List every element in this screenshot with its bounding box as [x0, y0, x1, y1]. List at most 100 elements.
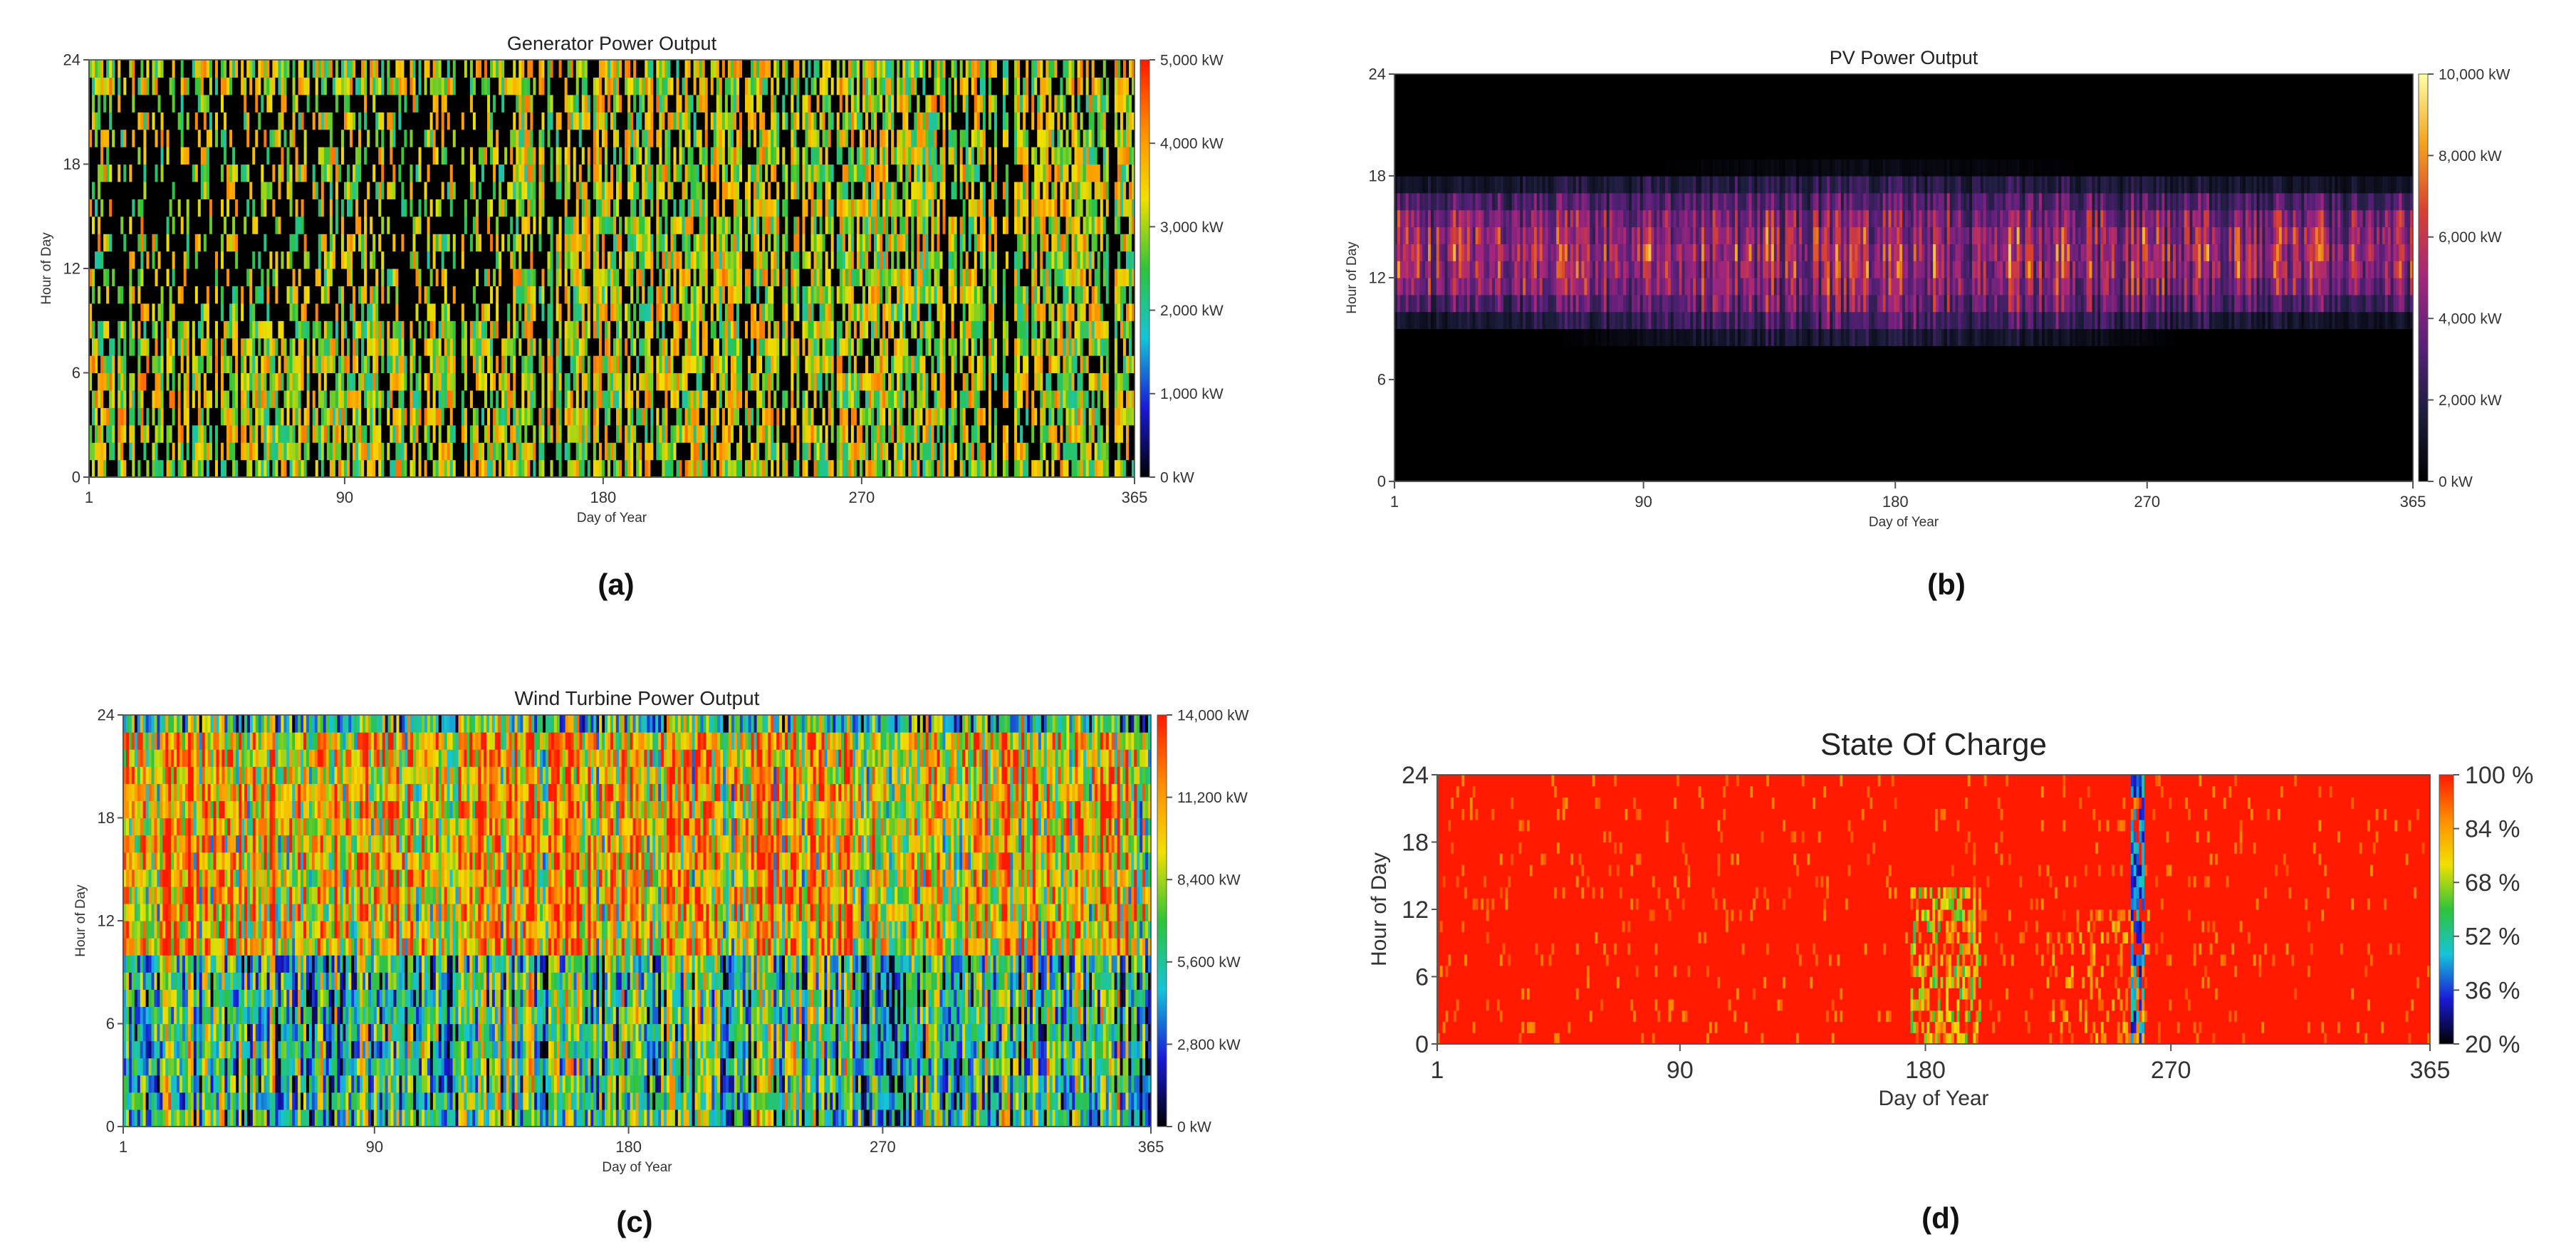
heatmap-cell: [595, 338, 600, 356]
heatmap-cell: [149, 234, 153, 252]
heatmap-cell: [283, 442, 288, 461]
heatmap-cell: [630, 216, 634, 234]
heatmap-cell: [160, 390, 165, 408]
heatmap-cell: [556, 77, 560, 95]
heatmap-cell: [499, 181, 502, 199]
heatmap-cell: [493, 181, 496, 199]
heatmap-cell: [659, 94, 662, 113]
heatmap-cell: [472, 251, 476, 269]
heatmap-cell: [601, 442, 605, 461]
heatmap-cell: [461, 60, 465, 78]
heatmap-cell: [132, 181, 135, 199]
heatmap-cell: [309, 129, 313, 147]
heatmap-cell: [281, 251, 285, 269]
heatmap-cell: [481, 268, 485, 287]
heatmap-cell: [286, 129, 291, 147]
heatmap-cell: [421, 286, 425, 304]
heatmap-cell: [384, 338, 387, 356]
heatmap-cell: [475, 320, 479, 339]
heatmap-cell: [140, 372, 145, 391]
heatmap-cell: [189, 407, 193, 426]
heatmap-cell: [229, 234, 233, 252]
heatmap-cell: [246, 112, 250, 130]
heatmap-cell: [329, 372, 333, 391]
heatmap-cell: [464, 407, 468, 426]
heatmap-cell: [619, 147, 622, 165]
heatmap-cell: [346, 268, 350, 287]
heatmap-cell: [249, 268, 253, 287]
heatmap-cell: [226, 234, 230, 252]
heatmap-cell: [183, 338, 187, 356]
heatmap-cell: [415, 268, 419, 287]
heatmap-cell: [590, 320, 594, 339]
heatmap-cell: [667, 459, 672, 478]
heatmap-cell: [152, 286, 156, 304]
heatmap-cell: [604, 268, 608, 287]
heatmap-cell: [152, 181, 156, 199]
heatmap-cell: [381, 147, 385, 165]
heatmap-cell: [160, 251, 165, 269]
heatmap-cell: [424, 390, 428, 408]
heatmap-cell: [444, 147, 448, 165]
heatmap-cell: [332, 94, 336, 113]
heatmap-cell: [370, 94, 373, 113]
heatmap-cell: [209, 147, 213, 165]
heatmap-cell: [667, 372, 672, 391]
heatmap-cell: [487, 234, 491, 252]
heatmap-cell: [358, 199, 362, 217]
heatmap-cell: [246, 94, 250, 113]
heatmap-cell: [444, 268, 448, 287]
heatmap-cell: [312, 390, 316, 408]
heatmap-cell: [269, 60, 273, 78]
heatmap-cell: [364, 181, 367, 199]
heatmap-cell: [329, 216, 333, 234]
heatmap-cell: [481, 390, 485, 408]
heatmap-cell: [203, 390, 207, 408]
heatmap-cell: [410, 164, 414, 182]
heatmap-cell: [622, 372, 625, 391]
heatmap-cell: [645, 199, 648, 217]
heatmap-cell: [390, 338, 393, 356]
heatmap-cell: [238, 424, 241, 443]
heatmap-cell: [432, 77, 437, 95]
heatmap-cell: [137, 94, 141, 113]
heatmap-cell: [89, 390, 93, 408]
heatmap-cell: [155, 372, 159, 391]
heatmap-cell: [627, 251, 631, 269]
heatmap-cell: [353, 94, 356, 113]
heatmap-cell: [458, 390, 462, 408]
heatmap-cell: [186, 320, 190, 339]
heatmap-cell: [120, 129, 124, 147]
heatmap-cell: [553, 77, 557, 95]
heatmap-cell: [238, 320, 241, 339]
heatmap-cell: [197, 234, 202, 252]
heatmap-cell: [197, 338, 202, 356]
heatmap-cell: [272, 199, 276, 217]
heatmap-cell: [183, 286, 187, 304]
heatmap-cell: [235, 320, 239, 339]
heatmap-cell: [303, 407, 308, 426]
heatmap-cell: [490, 234, 494, 252]
heatmap-cell: [504, 442, 508, 461]
heatmap-cell: [312, 234, 316, 252]
heatmap-cell: [135, 60, 138, 78]
heatmap-cell: [378, 459, 382, 478]
heatmap-cell: [570, 338, 574, 356]
heatmap-cell: [438, 199, 442, 217]
heatmap-cell: [309, 424, 313, 443]
heatmap-cell: [524, 112, 528, 130]
heatmap-cell: [570, 268, 574, 287]
heatmap-cell: [613, 286, 617, 304]
heatmap-cell: [518, 234, 522, 252]
heatmap-cell: [364, 407, 367, 426]
heatmap-cell: [106, 268, 110, 287]
heatmap-cell: [323, 424, 328, 443]
heatmap-cell: [607, 338, 611, 356]
heatmap-cell: [392, 303, 396, 321]
heatmap-cell: [272, 112, 276, 130]
heatmap-cell: [647, 147, 651, 165]
heatmap-cell: [395, 303, 399, 321]
heatmap-cell: [429, 251, 434, 269]
heatmap-cell: [200, 407, 204, 426]
heatmap-cell: [120, 181, 124, 199]
